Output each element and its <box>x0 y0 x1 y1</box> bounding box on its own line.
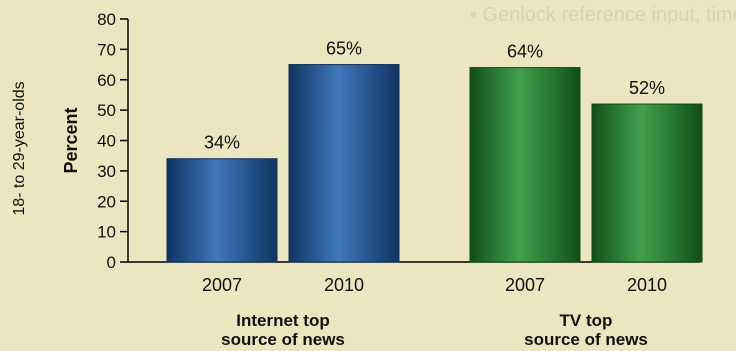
x-tick-label: 2007 <box>505 275 545 295</box>
group-label: source of news <box>524 330 648 349</box>
group-label: Internet top <box>236 311 330 330</box>
bar-0-2010 <box>288 64 400 263</box>
bar-value-label: 34% <box>204 133 240 153</box>
bar-value-label: 65% <box>326 39 362 59</box>
x-tick-label: 2010 <box>324 275 364 295</box>
y-tick-label: 0 <box>107 253 116 272</box>
x-tick-label: 2010 <box>627 275 667 295</box>
side-label: 18- to 29-year-olds <box>11 81 28 215</box>
x-tick-label: 2007 <box>202 275 242 295</box>
group-label: source of news <box>221 330 345 349</box>
y-tick-label: 40 <box>97 132 116 151</box>
y-axis-title: Percent <box>61 107 81 173</box>
bar-1-2010 <box>591 103 703 263</box>
y-tick-label: 50 <box>97 101 116 120</box>
y-tick-label: 70 <box>97 40 116 59</box>
group-label: TV top <box>560 311 613 330</box>
bar-value-label: 52% <box>629 78 665 98</box>
y-tick-label: 10 <box>97 223 116 242</box>
bar-value-label: 64% <box>507 42 543 62</box>
y-tick-label: 60 <box>97 71 116 90</box>
y-tick-label: 80 <box>97 10 116 29</box>
y-tick-label: 20 <box>97 192 116 211</box>
bar-1-2007 <box>469 67 581 263</box>
y-tick-label: 30 <box>97 162 116 181</box>
bar-0-2007 <box>166 158 278 263</box>
